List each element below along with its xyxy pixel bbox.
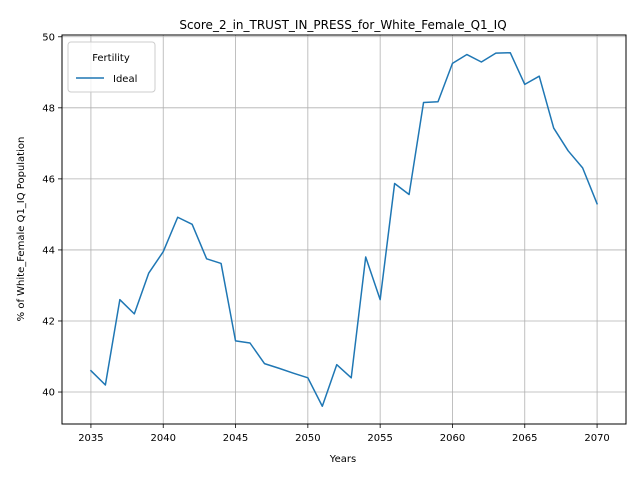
y-tick-label: 42 — [42, 316, 55, 327]
chart-title: Score_2_in_TRUST_IN_PRESS_for_White_Fema… — [179, 18, 506, 32]
legend: Fertility Ideal — [67, 41, 156, 93]
x-tick-label: 2055 — [367, 433, 392, 444]
y-tick-label: 48 — [42, 103, 55, 114]
x-tick-label: 2060 — [440, 433, 465, 444]
legend-box — [67, 41, 156, 93]
x-axis-label: Years — [329, 454, 356, 465]
y-axis-ticks: 40 42 44 46 48 50 — [42, 32, 62, 399]
y-tick-label: 46 — [42, 174, 55, 185]
series-line-ideal — [89, 52, 599, 407]
legend-label-ideal: Ideal — [113, 74, 137, 85]
y-tick-label: 44 — [42, 245, 55, 256]
y-tick-label: 40 — [42, 388, 55, 399]
x-tick-label: 2050 — [295, 433, 320, 444]
x-tick-label: 2035 — [78, 433, 103, 444]
x-tick-label: 2070 — [584, 433, 609, 444]
grid-lines — [62, 35, 626, 424]
series-layer — [89, 52, 599, 407]
x-tick-label: 2045 — [223, 433, 248, 444]
x-tick-label: 2040 — [151, 433, 176, 444]
x-tick-label: 2065 — [512, 433, 537, 444]
plot-frame — [61, 34, 627, 425]
x-axis-ticks: 2035 2040 2045 2050 2055 2060 2065 2070 — [78, 424, 610, 444]
legend-title: Fertility — [92, 53, 130, 64]
y-axis-label: % of White_Female Q1_IQ Population — [16, 137, 27, 322]
y-tick-label: 50 — [42, 32, 55, 43]
